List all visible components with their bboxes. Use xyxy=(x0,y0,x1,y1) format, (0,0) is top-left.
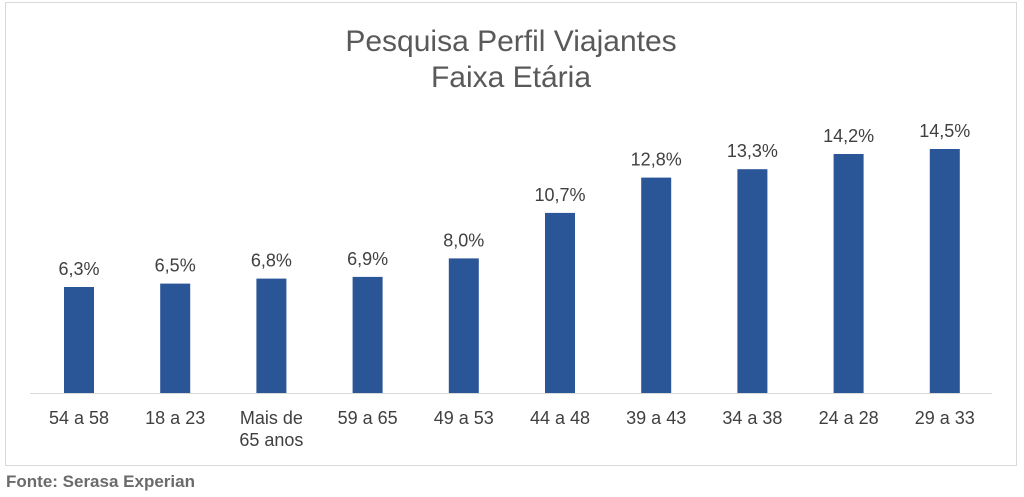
x-tick-label: 18 a 23 xyxy=(145,408,205,428)
x-tick-label: 44 a 48 xyxy=(530,408,590,428)
bar xyxy=(256,278,287,393)
data-label: 12,8% xyxy=(631,150,682,170)
data-label: 6,3% xyxy=(58,259,99,279)
bar xyxy=(352,276,383,393)
bar xyxy=(833,154,864,393)
data-label: 6,8% xyxy=(251,251,292,271)
bar xyxy=(545,212,575,393)
x-tick-label: 29 a 33 xyxy=(915,408,975,428)
chart-subtitle: Faixa Etária xyxy=(430,61,592,94)
data-label: 14,2% xyxy=(823,126,874,146)
x-tick-label: 59 a 65 xyxy=(338,408,398,428)
chart-title: Pesquisa Perfil Viajantes xyxy=(345,25,677,58)
x-tick-label: 49 a 53 xyxy=(434,408,494,428)
bar xyxy=(641,177,672,393)
data-label: 6,5% xyxy=(155,256,196,276)
data-label: 13,3% xyxy=(727,141,778,161)
data-label: 8,0% xyxy=(443,230,484,250)
data-label: 10,7% xyxy=(534,185,585,205)
bar xyxy=(737,169,768,393)
bar xyxy=(929,149,960,393)
x-tick-label: 34 a 38 xyxy=(722,408,782,428)
x-tick-label: Mais de 65 anos xyxy=(239,408,303,450)
x-tick-label: 54 a 58 xyxy=(49,408,109,428)
data-label: 14,5% xyxy=(919,121,970,141)
source-note: Fonte: Serasa Experian xyxy=(6,472,195,491)
x-tick-label: 24 a 28 xyxy=(819,408,879,428)
data-label: 6,9% xyxy=(347,249,388,269)
bar xyxy=(448,258,479,393)
bar xyxy=(160,283,191,393)
bar xyxy=(64,287,94,393)
chart-title-block: Pesquisa Perfil Viajantes Faixa Etária xyxy=(5,24,1017,96)
x-tick-label: 39 a 43 xyxy=(626,408,686,428)
